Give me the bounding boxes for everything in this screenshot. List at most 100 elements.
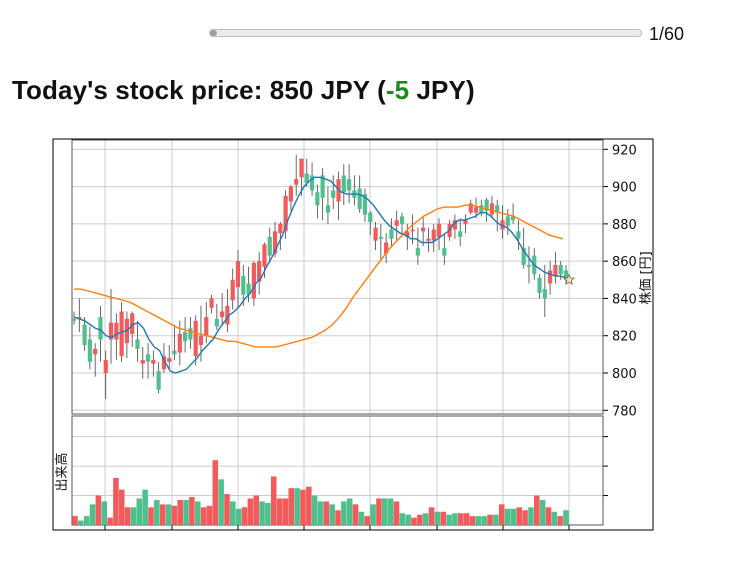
volume-bar [551,511,558,525]
candle-down [156,371,161,390]
volume-bar [346,498,353,525]
candle-down [214,318,219,327]
volume-bar [78,520,84,525]
volume-bar [417,514,423,525]
volume-bar [83,516,90,525]
headline-suffix: JPY) [409,75,475,105]
price-y-tick-label: 860 [612,255,637,270]
candle-down [537,277,542,293]
volume-bar [563,510,569,525]
volume-bar [101,501,108,525]
candle-up [452,220,458,230]
volume-bar [498,504,505,525]
candle-down [458,231,463,237]
volume-bar [241,507,248,525]
volume-bar [475,516,482,525]
candle-down [484,199,489,211]
candle-up [103,359,108,373]
candle-up [373,227,378,241]
price-axis-label: 株価 [円] [639,251,654,304]
volume-bar [317,501,324,525]
volume-bar [294,488,300,525]
price-y-tick-label: 780 [612,404,637,419]
candle-up [299,158,304,178]
candle-up [405,231,410,237]
candle-up [421,227,426,232]
progress-counter: 1/60 [649,24,685,44]
volume-bar [118,489,125,525]
candle-up [209,298,214,308]
candle-up [394,220,399,226]
volume-bar [311,495,318,525]
candle-up [336,179,341,202]
candle-up [251,263,256,299]
volume-bar [382,498,388,525]
volume-bar [393,501,400,525]
candle-up [114,322,119,340]
candle-down [510,216,516,221]
candle-down [241,276,246,295]
volume-bar [130,507,137,525]
volume-bar [545,507,552,525]
candle-up [235,261,241,288]
candle-up [204,317,209,336]
volume-bar [288,488,295,525]
volume-bar [387,498,394,525]
volume-bar [481,516,487,525]
volume-bar [370,504,376,525]
volume-bar [440,511,447,525]
volume-bar [154,499,160,525]
volume-bar [557,516,563,525]
candle-down [246,283,251,295]
volume-bar [504,508,511,525]
candle-down [331,190,336,198]
price-y-tick-label: 920 [612,143,637,158]
candle-down [521,248,526,265]
candle-up [124,318,130,344]
candle-up [426,238,431,241]
volume-bar [469,516,476,525]
volume-bar [533,495,540,525]
candle-up [220,311,225,318]
volume-bar [516,507,523,525]
volume-bar [510,508,517,525]
candle-down [82,324,87,346]
moving-average-short [73,176,567,374]
candle-down [415,248,420,256]
candle-down [325,205,331,213]
candle-up [167,358,172,362]
candle-down [362,194,368,215]
candle-down [172,350,177,355]
volume-bar [487,514,493,525]
volume-bar [72,516,78,525]
candle-up [130,313,135,334]
candle-up [283,195,288,232]
price-change: -5 [385,75,410,105]
price-y-tick-label: 880 [612,218,637,233]
candle-down [182,331,188,342]
candle-up [257,261,262,282]
candle-up [410,229,415,232]
candle-up [272,231,278,254]
volume-bar [194,501,201,525]
volume-bar [428,507,435,525]
price-axes-frame [71,139,604,415]
candle-up [489,203,495,215]
volume-bar [399,513,406,525]
candle-up [93,348,98,355]
candle-down [320,175,325,198]
volume-bar [159,504,166,525]
candle-down [389,229,394,239]
volume-bar [165,504,172,525]
volume-bar [142,489,148,525]
candle-down [495,205,500,213]
progress-bar-fill [210,30,218,36]
candle-down [309,175,315,191]
candle-down [304,173,309,183]
volume-bar [528,507,534,525]
price-y-tick-label: 820 [612,330,637,345]
candle-down [71,318,77,321]
candle-up [294,179,299,185]
candle-down [526,264,532,267]
